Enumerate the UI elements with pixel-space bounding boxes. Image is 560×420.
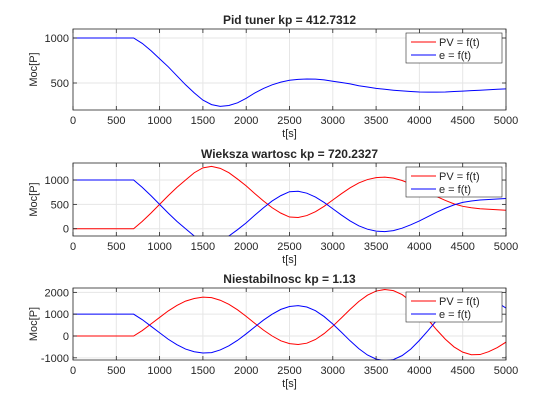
- legend-label: e = f(t): [439, 50, 471, 62]
- chart-panel-1: 0 500 1000 1500 2000 2500 3000 3500 4000 4500 5000…: [28, 13, 518, 140]
- x-tick-label: 2000: [234, 365, 258, 377]
- x-tick-label: 2500: [277, 115, 301, 127]
- y-axis-label: Moc[P]: [28, 52, 40, 86]
- x-tick-label: 0: [70, 365, 76, 377]
- x-axis-label: t[s]: [282, 254, 297, 266]
- x-tick-label: 5000: [494, 241, 518, 253]
- series-line-e: [73, 37, 506, 107]
- legend-box: [405, 32, 503, 64]
- x-tick-label: 3000: [321, 115, 345, 127]
- chart-title: Pid tuner kp = 412.7312: [223, 13, 356, 27]
- y-tick-label: 500: [51, 78, 69, 90]
- x-tick-label: 1500: [191, 115, 215, 127]
- x-tick-label: 1000: [147, 241, 171, 253]
- x-tick-label: 5000: [494, 115, 518, 127]
- x-tick-label: 0: [70, 241, 76, 253]
- y-axis-label: Moc[P]: [28, 182, 40, 216]
- legend-label: PV = f(t): [439, 296, 480, 308]
- x-tick-label: 4500: [450, 115, 474, 127]
- series-line-pv: [73, 289, 506, 356]
- x-tick-label: 4000: [407, 241, 431, 253]
- x-tick-label: 4500: [450, 365, 474, 377]
- chart-title: Wieksza wartosc kp = 720.2327: [201, 147, 378, 161]
- y-tick-label: 1000: [45, 309, 69, 321]
- x-tick-label: 5000: [494, 365, 518, 377]
- y-axis-label: Moc[P]: [28, 307, 40, 341]
- x-tick-label: 2000: [234, 241, 258, 253]
- x-tick-label: 4000: [407, 115, 431, 127]
- x-tick-label: 3000: [321, 365, 345, 377]
- legend-label: e = f(t): [439, 309, 471, 321]
- x-tick-label: 2500: [277, 365, 301, 377]
- x-tick-label: 1000: [147, 115, 171, 127]
- x-tick-label: 3500: [364, 115, 388, 127]
- legend-label: PV = f(t): [439, 37, 480, 49]
- chart-title: Niestabilnosc kp = 1.13: [223, 272, 356, 286]
- x-tick-label: 4500: [450, 241, 474, 253]
- x-tick-label: 0: [70, 115, 76, 127]
- legend-box: [405, 291, 503, 323]
- legend-label: e = f(t): [439, 184, 471, 196]
- x-tick-label: 3000: [321, 241, 345, 253]
- legend-box: [405, 166, 503, 198]
- x-tick-label: 3500: [364, 365, 388, 377]
- x-tick-label: 500: [107, 365, 125, 377]
- legend: PV = f(t)e = f(t): [405, 291, 503, 323]
- y-tick-label: 1000: [45, 33, 69, 45]
- x-tick-label: 500: [107, 115, 125, 127]
- x-tick-label: 4000: [407, 365, 431, 377]
- y-tick-label: -1000: [41, 353, 69, 365]
- series-line-pv: [73, 165, 506, 230]
- y-tick-label: 0: [63, 331, 69, 343]
- x-tick-label: 1500: [191, 365, 215, 377]
- x-tick-label: 2500: [277, 241, 301, 253]
- y-tick-label: 1000: [45, 175, 69, 187]
- x-tick-label: 500: [107, 241, 125, 253]
- y-tick-label: 0: [63, 224, 69, 236]
- x-tick-label: 3500: [364, 241, 388, 253]
- legend-label: PV = f(t): [439, 171, 480, 183]
- y-tick-label: 2000: [45, 287, 69, 299]
- x-axis-label: t[s]: [282, 128, 297, 140]
- x-tick-label: 1000: [147, 365, 171, 377]
- chart-panel-2: 0 500 1000 1500 2000 2500 3000 3500 4000 4500 5000…: [28, 147, 518, 266]
- chart-panel-3: 0 500 1000 1500 2000 2500 3000 3500 4000 4500 5000…: [28, 272, 518, 390]
- x-tick-label: 1500: [191, 241, 215, 253]
- legend: PV = f(t)e = f(t): [405, 32, 503, 64]
- x-tick-label: 2000: [234, 115, 258, 127]
- y-tick-label: 500: [51, 199, 69, 211]
- x-axis-label: t[s]: [282, 378, 297, 390]
- legend: PV = f(t)e = f(t): [405, 166, 503, 198]
- series-line-e: [73, 179, 506, 236]
